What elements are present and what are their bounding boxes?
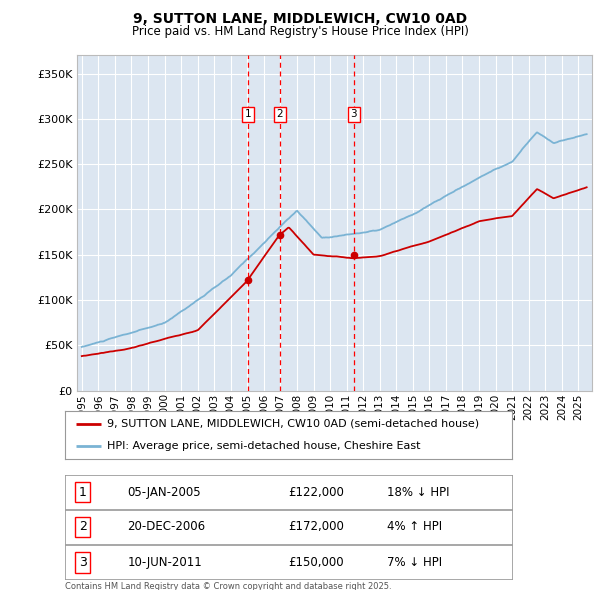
Text: 7% ↓ HPI: 7% ↓ HPI xyxy=(386,556,442,569)
Text: Contains HM Land Registry data © Crown copyright and database right 2025.
This d: Contains HM Land Registry data © Crown c… xyxy=(65,582,391,590)
Text: 20-DEC-2006: 20-DEC-2006 xyxy=(127,520,206,533)
Text: 3: 3 xyxy=(350,109,357,119)
Text: 9, SUTTON LANE, MIDDLEWICH, CW10 0AD (semi-detached house): 9, SUTTON LANE, MIDDLEWICH, CW10 0AD (se… xyxy=(107,419,479,429)
Text: 18% ↓ HPI: 18% ↓ HPI xyxy=(386,486,449,499)
Text: 05-JAN-2005: 05-JAN-2005 xyxy=(127,486,201,499)
Text: 4% ↑ HPI: 4% ↑ HPI xyxy=(386,520,442,533)
Text: Price paid vs. HM Land Registry's House Price Index (HPI): Price paid vs. HM Land Registry's House … xyxy=(131,25,469,38)
Text: 3: 3 xyxy=(79,556,86,569)
Text: 2: 2 xyxy=(79,520,86,533)
Text: 9, SUTTON LANE, MIDDLEWICH, CW10 0AD: 9, SUTTON LANE, MIDDLEWICH, CW10 0AD xyxy=(133,12,467,26)
Text: £150,000: £150,000 xyxy=(289,556,344,569)
Text: £172,000: £172,000 xyxy=(289,520,344,533)
Text: 10-JUN-2011: 10-JUN-2011 xyxy=(127,556,202,569)
Text: 1: 1 xyxy=(79,486,86,499)
Text: 1: 1 xyxy=(244,109,251,119)
Text: HPI: Average price, semi-detached house, Cheshire East: HPI: Average price, semi-detached house,… xyxy=(107,441,421,451)
Text: 2: 2 xyxy=(277,109,283,119)
Text: £122,000: £122,000 xyxy=(289,486,344,499)
